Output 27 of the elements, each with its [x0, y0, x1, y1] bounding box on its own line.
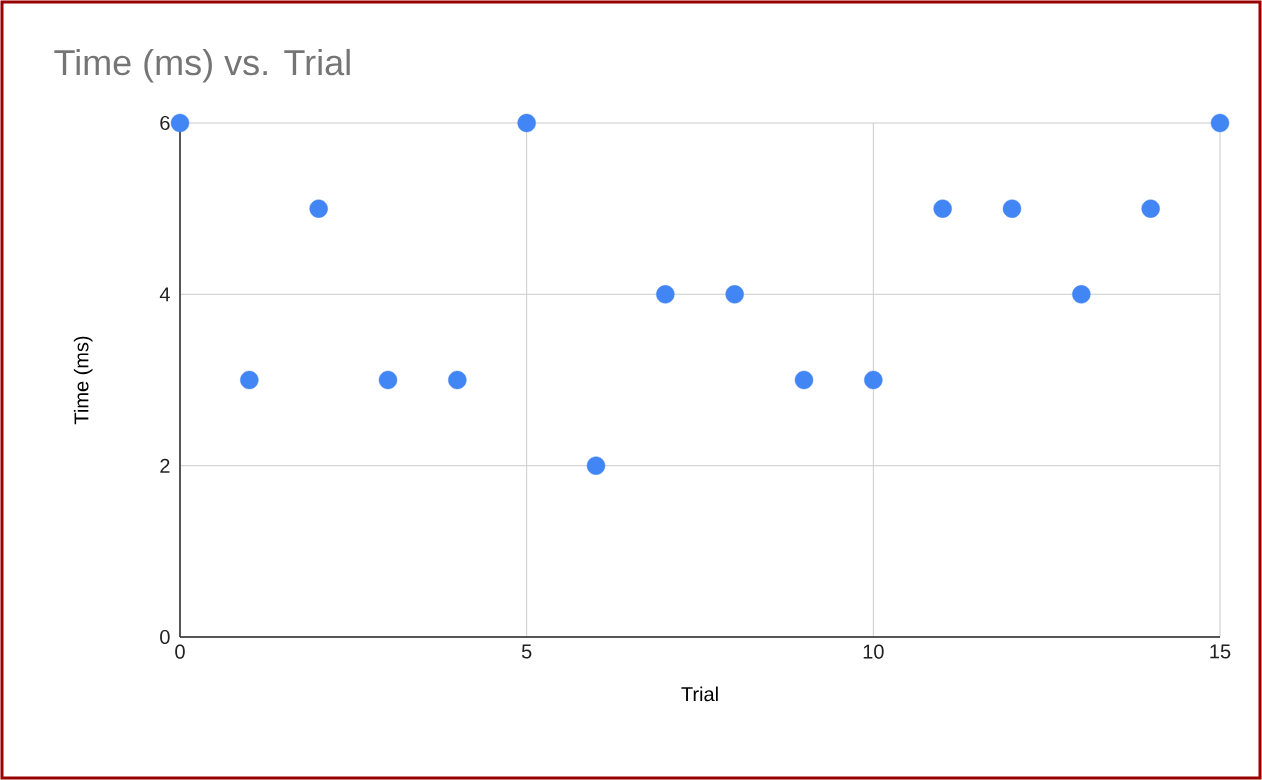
point — [725, 285, 744, 304]
point — [864, 370, 883, 390]
point — [933, 199, 952, 218]
point — [656, 285, 675, 304]
x-tick-label: 0 — [175, 644, 185, 659]
y-tick-label: 6 — [160, 115, 170, 131]
point — [1002, 199, 1022, 218]
point — [794, 370, 814, 390]
point — [586, 456, 606, 475]
x-axis-title: Trial — [681, 686, 718, 702]
point — [1141, 199, 1160, 218]
point — [1072, 285, 1091, 304]
point — [517, 113, 536, 133]
y-tick-label: 2 — [160, 458, 170, 473]
x-tick-label: 5 — [521, 644, 532, 659]
point — [170, 113, 190, 133]
x-tick-label: 15 — [1210, 644, 1231, 659]
point — [1210, 113, 1230, 133]
point — [240, 370, 259, 390]
x-tick-label: 10 — [863, 644, 884, 659]
point — [309, 199, 328, 218]
point — [378, 370, 398, 390]
point — [448, 370, 467, 390]
y-tick-label: 4 — [159, 287, 170, 302]
y-tick-label: 0 — [160, 629, 170, 645]
y-axis-title: Time (ms) — [73, 336, 93, 425]
chart-title: Time (ms) vs. Trial — [54, 48, 350, 83]
